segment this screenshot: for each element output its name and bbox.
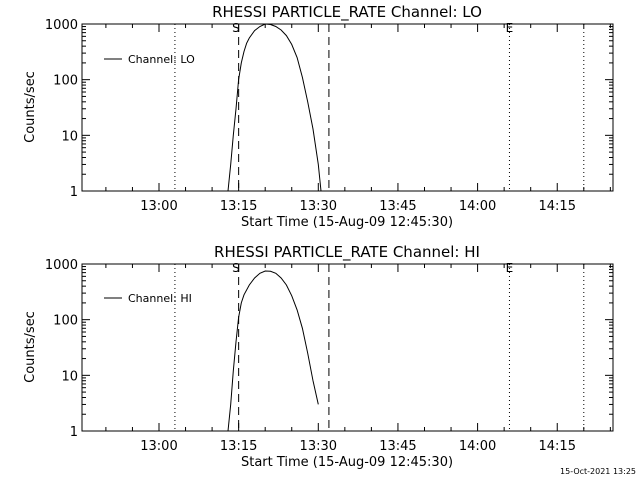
plot-frame [81, 23, 614, 192]
y-tick-label: 1 [70, 425, 78, 440]
series-layer [227, 270, 319, 432]
series-layer [227, 23, 322, 192]
footer-timestamp: 15-Oct-2021 13:25 [560, 467, 636, 476]
panel-hi: RHESSI PARTICLE_RATE Channel: HI Counts/… [23, 243, 614, 470]
plot-frame [81, 263, 614, 432]
x-tick-label: 14:15 [539, 439, 576, 454]
marker-label-s: S [232, 21, 240, 35]
x-tick-label: 13:00 [140, 199, 177, 214]
panel-lo: RHESSI PARTICLE_RATE Channel: LO Counts/… [23, 3, 614, 230]
x-tick-label: 14:15 [539, 199, 576, 214]
y-tick-label: 1000 [45, 18, 78, 33]
marker-label-s: S [232, 261, 240, 275]
x-tick-label: 14:00 [459, 199, 496, 214]
chart-title: RHESSI PARTICLE_RATE Channel: HI [214, 243, 480, 262]
y-axis-label: Counts/sec [23, 71, 38, 143]
y-tick-label: 100 [53, 74, 78, 89]
x-tick-label: 13:30 [300, 199, 337, 214]
tick-layer: 1 10 100 1000 13:00 13:15 13:30 13:45 14:00 14:15 [45, 258, 613, 454]
y-tick-label: 10 [61, 369, 78, 384]
x-axis-label: Start Time (15-Aug-09 12:45:30) [241, 455, 453, 470]
x-tick-label: 13:45 [379, 199, 416, 214]
series-line [227, 23, 322, 192]
series-line [227, 270, 319, 432]
x-tick-label: 13:00 [140, 439, 177, 454]
y-tick-label: 10 [61, 129, 78, 144]
legend: Channel: HI [104, 292, 192, 305]
legend-entry: Channel: HI [128, 292, 192, 305]
chart-title: RHESSI PARTICLE_RATE Channel: LO [212, 3, 482, 22]
x-tick-label: 14:00 [459, 439, 496, 454]
tick-layer: 1 10 100 1000 13:00 13:15 13:30 13:45 14:00 14:15 [45, 18, 613, 214]
y-axis-label: Counts/sec [23, 311, 38, 383]
marker-label-e: E [506, 261, 514, 275]
y-tick-label: 100 [53, 314, 78, 329]
legend-entry: Channel: LO [128, 53, 195, 66]
legend: Channel: LO [104, 53, 195, 66]
x-tick-label: 13:30 [300, 439, 337, 454]
x-tick-label: 13:45 [379, 439, 416, 454]
x-tick-label: 13:15 [220, 439, 257, 454]
x-tick-label: 13:15 [220, 199, 257, 214]
y-tick-label: 1000 [45, 258, 78, 273]
x-axis-label: Start Time (15-Aug-09 12:45:30) [241, 215, 453, 230]
y-tick-label: 1 [70, 185, 78, 200]
marker-label-e: E [506, 21, 514, 35]
